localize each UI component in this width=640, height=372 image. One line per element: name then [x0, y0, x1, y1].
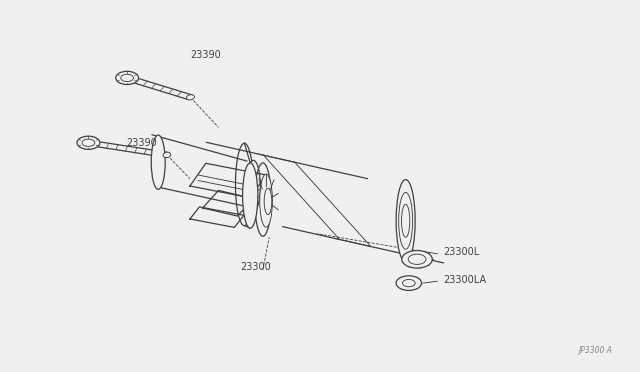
Ellipse shape — [264, 188, 272, 215]
Text: JP3300 A: JP3300 A — [578, 346, 612, 355]
Ellipse shape — [246, 160, 260, 212]
Ellipse shape — [163, 152, 171, 158]
Ellipse shape — [151, 135, 165, 189]
Ellipse shape — [243, 163, 258, 228]
Text: 23390: 23390 — [190, 49, 221, 60]
Ellipse shape — [260, 174, 273, 227]
Circle shape — [116, 71, 138, 84]
Text: 23390: 23390 — [127, 138, 157, 148]
Circle shape — [402, 250, 432, 268]
Text: 23300L: 23300L — [444, 247, 480, 257]
Ellipse shape — [186, 95, 195, 100]
Text: 23300LA: 23300LA — [444, 275, 487, 285]
Circle shape — [396, 276, 422, 291]
Ellipse shape — [396, 180, 415, 262]
Text: 23300: 23300 — [241, 262, 271, 272]
Circle shape — [77, 136, 100, 149]
